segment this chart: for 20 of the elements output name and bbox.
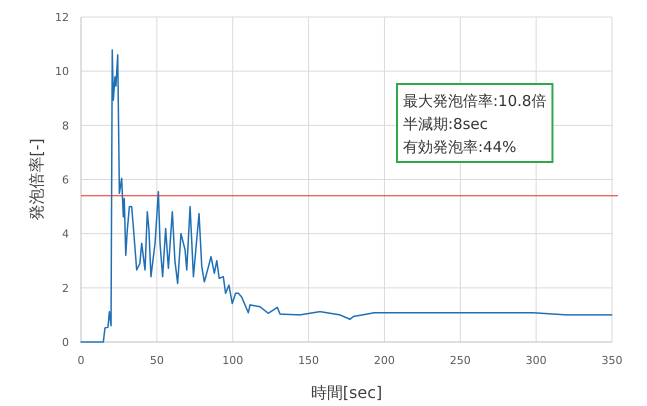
annotation: 最大発泡倍率:10.8倍 — [403, 92, 546, 110]
y-tick-label: 12 — [55, 11, 69, 24]
x-tick-label: 0 — [78, 354, 84, 367]
y-tick-label: 2 — [62, 282, 69, 295]
x-tick-label: 50 — [150, 354, 164, 367]
y-tick-label: 0 — [62, 336, 69, 349]
x-tick-label: 250 — [450, 354, 471, 367]
y-tick-label: 8 — [62, 119, 69, 132]
y-axis-title: 発泡倍率[-] — [27, 138, 46, 221]
y-tick-label: 6 — [62, 174, 69, 186]
y-tick-label: 4 — [62, 228, 69, 241]
y-tick-label: 10 — [55, 65, 69, 78]
x-axis-title: 時間[sec] — [310, 383, 382, 402]
x-tick-label: 300 — [526, 354, 547, 367]
x-tick-label: 350 — [602, 354, 622, 367]
x-tick-label: 100 — [222, 354, 244, 367]
x-tick-label: 150 — [298, 354, 320, 367]
annotation: 有効発泡率:44% — [403, 138, 516, 156]
x-tick-label: 200 — [374, 354, 395, 367]
annotation: 半減期:8sec — [403, 115, 488, 133]
